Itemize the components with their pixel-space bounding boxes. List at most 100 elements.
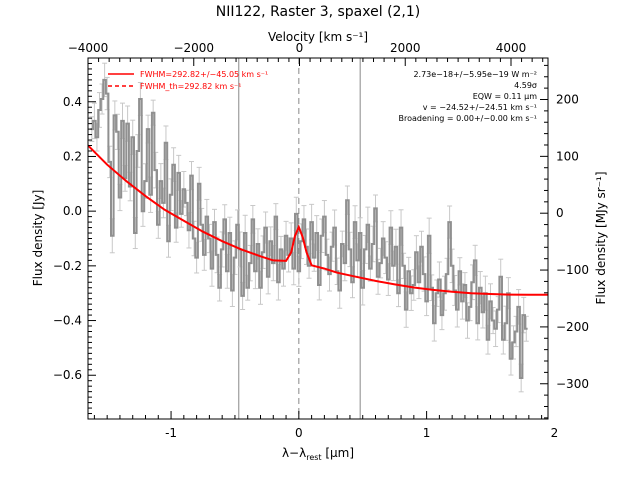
spectrum-point <box>339 289 341 292</box>
spectrum-point <box>405 309 407 311</box>
spectrum-point <box>431 287 433 289</box>
spectrum-point <box>323 216 325 218</box>
spectrum-point <box>236 224 239 226</box>
spectrum-point <box>479 287 481 289</box>
spectrum-group <box>88 62 548 393</box>
y-axis-label: Flux density [Jy] <box>31 190 45 287</box>
annotation-text: Broadening = 0.00+/−0.00 km s⁻¹ <box>399 114 537 123</box>
right-y-tick-label: 100 <box>556 149 579 163</box>
spectrum-point <box>505 322 507 324</box>
spectrum-point <box>224 218 226 220</box>
spectrum-point <box>438 278 440 281</box>
spectrum-point <box>198 183 200 185</box>
annotation-text: EQW = 0.11 μm <box>473 92 537 101</box>
chart-title: NII122, Raster 3, spaxel (2,1) <box>216 4 421 20</box>
spectrum-point <box>208 237 210 240</box>
spectrum-point <box>303 218 305 220</box>
spectrum-point <box>234 257 236 259</box>
spectrum-point <box>104 79 106 81</box>
spectrum-point <box>316 232 318 234</box>
spectrum-point <box>512 341 515 344</box>
right-y-tick-label: −300 <box>556 377 589 391</box>
spectrum-point <box>93 120 95 122</box>
x-axis-label-main: λ−λ <box>282 446 306 460</box>
spectrum-point <box>433 322 435 324</box>
spectrum-point <box>359 232 361 234</box>
spectrum-point <box>390 226 392 229</box>
spectrum-point <box>247 287 249 289</box>
spectrum-point <box>436 292 438 294</box>
y-tick-label: 0.2 <box>63 149 82 163</box>
spectrum-point <box>492 319 494 322</box>
spectrum-point <box>313 257 315 259</box>
spectrum-point <box>410 292 412 294</box>
top-axis-label: Velocity [km s⁻¹] <box>268 30 368 44</box>
x-axis-label-unit: [μm] <box>322 446 355 460</box>
plot-area <box>88 58 548 419</box>
top-x-tick-label: −4000 <box>68 41 109 55</box>
spectrum-point <box>265 226 267 229</box>
spectrum-point <box>334 226 336 229</box>
spectrum-point <box>106 92 108 95</box>
spectrum-point <box>178 172 180 174</box>
spectrum-point <box>111 235 113 237</box>
spectrum-point <box>244 232 246 234</box>
top-x-tick-label: 4000 <box>496 41 527 55</box>
right-y-tick-label: 200 <box>556 93 579 107</box>
spectrum-point <box>201 224 203 226</box>
spectrum-point <box>523 314 525 316</box>
x-tick-label: -1 <box>165 426 177 440</box>
spectrum-point <box>193 237 195 240</box>
spectrum-point <box>183 188 185 190</box>
spectrum-point <box>259 287 262 289</box>
spectrum-point <box>190 174 193 177</box>
spectrum-point <box>472 281 474 283</box>
annotation-text: v = −24.52+/−24.51 km s⁻¹ <box>423 103 537 112</box>
spectrum-point <box>374 207 377 210</box>
spectrum-point <box>137 150 139 152</box>
spectrum-point <box>357 259 359 261</box>
spectrum-point <box>403 265 405 267</box>
spectrum-point <box>219 287 221 289</box>
spectrum-point <box>341 243 343 245</box>
y-tick-label: 0.0 <box>63 204 82 218</box>
right-y-tick-label: −100 <box>556 263 589 277</box>
spectrum-point <box>147 128 149 130</box>
spectrum-point <box>226 270 228 272</box>
spectrum-point <box>497 309 499 311</box>
spectrum-point <box>300 240 302 242</box>
x-tick-label: 0 <box>295 426 303 440</box>
x-tick-label: 2 <box>551 426 559 440</box>
spectrum-point <box>185 202 187 204</box>
spectrum-point <box>285 235 287 237</box>
top-x-tick-label: −2000 <box>173 41 214 55</box>
x-axis-label: λ−λrest [μm] <box>282 446 354 462</box>
spectrum-point <box>134 232 136 234</box>
spectrum-point <box>188 229 190 231</box>
annotation-text: 2.73e−18+/−5.95e−19 W m⁻² <box>413 70 537 79</box>
spectrum-point <box>282 267 285 270</box>
spectrum-point <box>454 289 456 292</box>
spectrum-point <box>372 243 374 245</box>
spectrum-point <box>377 276 379 278</box>
y-tick-label: −0.4 <box>53 314 82 328</box>
spectrum-point <box>121 120 124 122</box>
spectrum-point <box>420 246 423 248</box>
spectrum-point <box>152 112 154 114</box>
spectrum-point <box>507 292 509 294</box>
spectrum-point <box>196 257 198 259</box>
spectrum-point <box>344 262 346 264</box>
legend: FWHM=292.82+/−45.05 km s⁻¹ FWHM_th=292.82… <box>108 70 268 91</box>
spectrum-point <box>98 109 101 111</box>
spectrum-point <box>446 273 448 275</box>
top-x-tick-label: 2000 <box>390 41 421 55</box>
spectrum-point <box>382 237 384 240</box>
spectrum-point <box>346 199 348 201</box>
spectrum-point <box>170 194 172 196</box>
spectrum-point <box>354 221 356 223</box>
spectrum-point <box>461 300 463 303</box>
spectrum-point <box>362 287 364 289</box>
spectrum-point <box>139 98 141 100</box>
spectrum-point <box>96 136 98 138</box>
